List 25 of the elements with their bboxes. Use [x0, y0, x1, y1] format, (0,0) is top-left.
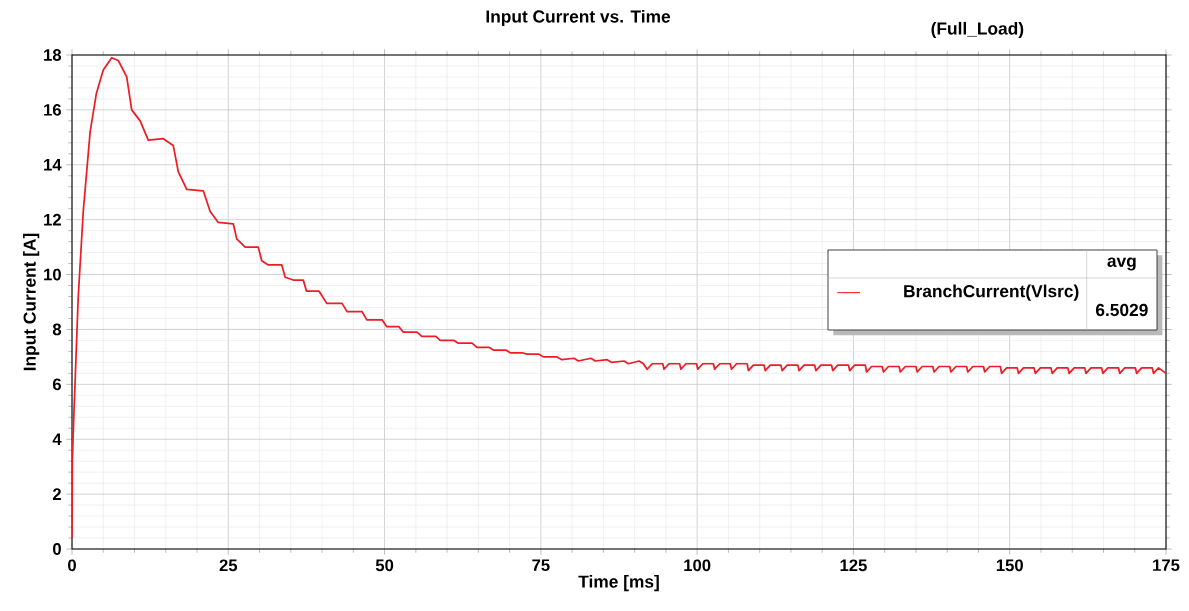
y-tick-label: 14	[44, 159, 62, 171]
y-tick-label: 0	[53, 543, 61, 555]
y-tick-label: 4	[52, 433, 62, 445]
y-tick-label: 6	[52, 378, 61, 391]
annotation: 6.5029	[1095, 303, 1148, 317]
x-tick-label: 0	[68, 559, 76, 572]
annotation: avg	[1107, 257, 1136, 271]
y-tick-label: 2	[52, 488, 61, 500]
y-axis-title: Input Current [A]	[23, 233, 40, 371]
text: BranchCurrent(Vlsrc)	[904, 284, 1079, 301]
y-tick-label: 12	[44, 213, 61, 226]
chart-subtitle: (Full_Load)	[931, 21, 1024, 39]
x-axis-title: Time [ms]	[578, 575, 659, 592]
x-tick-label: 150	[996, 559, 1023, 572]
y-tick-label: 8	[52, 323, 62, 336]
x-tick-label: 175	[1153, 559, 1180, 572]
y-tick-label: 16	[44, 104, 61, 116]
y-tick-label: 18	[44, 49, 62, 61]
x-tick-label: 75	[532, 559, 550, 572]
chart-title: Input Current vs. Time	[486, 9, 671, 27]
x-tick-label: 125	[840, 559, 867, 572]
x-tick-label: 50	[375, 559, 394, 572]
x-tick-label: 100	[684, 559, 711, 572]
y-tick-label: 10	[44, 268, 61, 281]
x-tick-label: 25	[219, 559, 238, 572]
